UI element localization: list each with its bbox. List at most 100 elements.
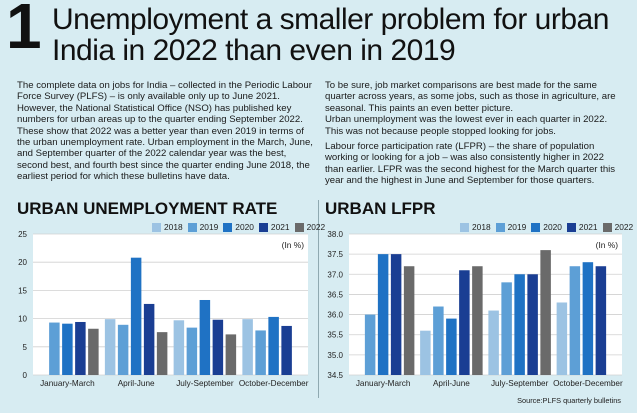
bar-october-december-2019 [255, 330, 266, 375]
legend-swatch [531, 222, 541, 232]
legend-label: 2020 [235, 222, 254, 232]
bar-april-june-2021 [143, 303, 155, 375]
article-number: 1 [6, 0, 42, 62]
y-tick-label: 34.5 [327, 371, 343, 380]
bar-april-june-2022 [156, 332, 168, 375]
legend-swatch [495, 222, 505, 232]
bar-january-march-2020 [62, 323, 73, 375]
right-paragraph-1: To be sure, job market comparisons are b… [325, 80, 616, 114]
x-tick-label: October-December [239, 379, 309, 388]
bar-january-march-2019 [49, 322, 60, 375]
legend-swatch [223, 222, 233, 232]
bar-april-june-2019 [117, 324, 129, 375]
left-paragraph-1: The complete data on jobs for India – co… [17, 80, 312, 126]
bar-july-september-2019 [501, 282, 512, 375]
bar-january-march-2021 [390, 254, 402, 375]
bar-july-september-2020 [514, 274, 525, 375]
y-tick-label: 37.5 [327, 250, 343, 259]
x-tick-label: January-March [40, 379, 95, 388]
bar-april-june-2018 [420, 330, 431, 375]
bar-july-september-2021 [212, 319, 224, 375]
article-left-column: The complete data on jobs for India – co… [17, 80, 313, 183]
y-tick-label: 15 [18, 286, 27, 295]
bar-april-june-2020 [130, 257, 142, 375]
title-line-2: India in 2022 than even in 2019 [52, 34, 456, 67]
legend-item-2021: 2021 [258, 222, 290, 232]
y-tick-label: 5 [23, 343, 28, 352]
page-title: Unemployment a smaller problem for urban… [52, 4, 632, 66]
x-tick-label: April-June [433, 379, 470, 388]
y-tick-label: 37.0 [327, 270, 343, 279]
right-paragraph-3: Labour force participation rate (LFPR) –… [325, 141, 616, 187]
column-divider [318, 200, 319, 398]
legend-label: 2021 [270, 222, 290, 232]
bar-january-march-2021 [75, 321, 86, 375]
unit-label: (In %) [282, 240, 305, 250]
legend-label: 2021 [578, 222, 598, 232]
bar-january-march-2020 [377, 254, 389, 375]
legend-label: 2018 [164, 222, 183, 232]
legend-swatch [152, 222, 161, 232]
legend-swatch [187, 222, 197, 232]
legend-label: 2019 [199, 222, 219, 232]
legend-item-2018: 2018 [460, 222, 491, 232]
legend-label: 2018 [472, 222, 491, 232]
bar-october-december-2018 [242, 319, 253, 375]
bar-july-september-2018 [488, 310, 499, 375]
legend-swatch [460, 222, 469, 232]
y-tick-label: 36.5 [327, 290, 343, 299]
bar-april-june-2020 [446, 318, 457, 375]
unit-label: (In %) [596, 240, 619, 250]
bar-april-june-2018 [104, 319, 116, 375]
x-tick-label: April-June [118, 379, 155, 388]
lfpr-chart-title: URBAN LFPR [325, 199, 436, 218]
bar-july-september-2021 [527, 274, 538, 375]
left-paragraph-2: These show that 2022 was a better year t… [17, 125, 313, 183]
x-tick-label: July-September [491, 379, 549, 388]
bar-january-march-2022 [403, 266, 415, 375]
legend-swatch [602, 222, 612, 232]
legend-item-2020: 2020 [531, 222, 562, 232]
bar-july-september-2022 [225, 334, 237, 375]
unemployment-chart-legend: 2018 2019 2020 2021 2022 [152, 221, 330, 233]
legend-item-2022: 2022 [294, 222, 325, 232]
legend-item-2021: 2021 [566, 222, 598, 232]
legend-label: 2022 [614, 222, 634, 232]
article-right-column: To be sure, job market comparisons are b… [325, 80, 621, 187]
bar-july-september-2018 [173, 320, 185, 375]
bar-april-june-2021 [459, 270, 470, 375]
y-tick-label: 35.0 [327, 351, 343, 360]
chart-1-group: 34.5 35.0 35.5 36.0 36.5 37.0 37.5 38.0 (In %) Ja… [327, 230, 623, 388]
legend-swatch [566, 222, 576, 232]
right-paragraph-2: Urban unemployment was the lowest ever i… [325, 114, 608, 137]
bar-october-december-2019 [569, 266, 581, 375]
bar-january-march-2019 [364, 314, 376, 375]
legend-swatch [294, 222, 304, 232]
x-tick-label: October-December [553, 379, 623, 388]
plot-area [33, 234, 308, 375]
plot-area [349, 234, 622, 375]
legend-item-2018: 2018 [152, 222, 183, 232]
bar-april-june-2022 [472, 266, 483, 375]
bar-july-september-2020 [199, 299, 211, 375]
x-tick-label: January-March [356, 379, 411, 388]
lfpr-chart-legend: 2018 2019 2020 2021 2022 [460, 221, 637, 233]
x-tick-label: July-September [176, 379, 234, 388]
y-tick-label: 0 [23, 371, 28, 380]
y-tick-label: 20 [18, 258, 27, 267]
y-tick-label: 25 [18, 230, 27, 239]
legend-item-2022: 2022 [602, 222, 634, 232]
bar-october-december-2021 [281, 325, 292, 375]
source-note: Source:PLFS quarterly bulletins [517, 396, 621, 405]
bar-october-december-2020 [268, 316, 279, 375]
y-tick-label: 35.5 [327, 331, 343, 340]
bar-july-september-2022 [540, 250, 551, 375]
legend-item-2020: 2020 [223, 222, 254, 232]
bar-october-december-2020 [582, 262, 594, 375]
y-tick-label: 10 [18, 315, 27, 324]
legend-item-2019: 2019 [187, 222, 219, 232]
bar-january-march-2022 [88, 328, 99, 375]
bar-october-december-2018 [556, 302, 568, 375]
y-tick-label: 36.0 [327, 311, 343, 320]
